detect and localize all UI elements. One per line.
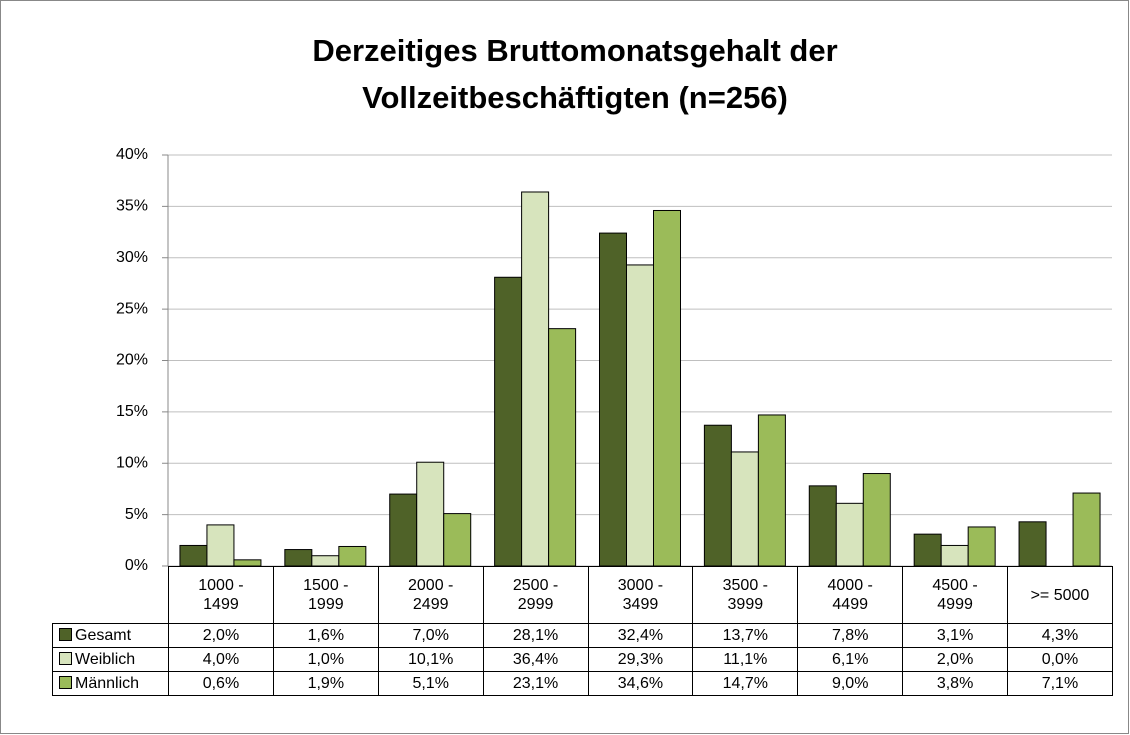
bar	[757, 414, 786, 567]
value-label: 2,0%	[902, 647, 1008, 672]
x-tick-label: 2500 - 2999	[482, 566, 589, 624]
y-tick-label: 25%	[116, 300, 148, 317]
header-row: 1000 - 1499 1500 - 1999 2000 - 2499 2500 - …	[53, 566, 1113, 624]
y-tick-label: 15%	[116, 403, 148, 420]
value-label: 23,1%	[482, 671, 589, 696]
bar	[835, 502, 864, 567]
legend-swatch	[59, 675, 72, 689]
y-tick-label: 35%	[116, 198, 148, 215]
y-tick-label: 20%	[116, 352, 148, 369]
value-label: 0,6%	[168, 671, 274, 696]
value-label: 11,1%	[692, 647, 799, 672]
bar	[1072, 492, 1101, 567]
y-tick-label: 0%	[125, 557, 148, 574]
bar	[389, 493, 418, 567]
value-label: 9,0%	[797, 671, 904, 696]
value-label: 4,0%	[168, 647, 274, 672]
x-tick-label: 4500 - 4999	[902, 566, 1008, 624]
bar	[967, 526, 996, 567]
x-tick-label: 3000 - 3499	[587, 566, 694, 624]
x-tick-label: >= 5000	[1007, 566, 1113, 624]
table-row: Weiblich 4,0% 1,0% 10,1% 36,4% 29,3% 11,1% 6,1%…	[52, 647, 1113, 672]
table-row: Gesamt 2,0% 1,6% 7,0% 28,1% 32,4% 13,7% 7,8% 3,1…	[52, 623, 1113, 648]
bar	[443, 513, 472, 567]
value-label: 1,9%	[272, 671, 379, 696]
value-label: 6,1%	[797, 647, 904, 672]
bar	[206, 524, 235, 567]
x-tick-label: 1500 - 1999	[272, 566, 379, 624]
value-label: 5,1%	[377, 671, 484, 696]
legend-entry: Männlich	[52, 671, 169, 696]
value-label: 28,1%	[482, 623, 589, 648]
y-tick-label: 10%	[116, 454, 148, 471]
legend-label: Männlich	[75, 674, 140, 692]
x-tick-label: 1000 - 1499	[168, 566, 274, 624]
bar	[416, 461, 445, 567]
bar	[703, 424, 732, 567]
y-tick-label: 30%	[116, 249, 148, 266]
table-row: Männlich 0,6% 1,9% 5,1% 23,1% 34,6% 14,7% 9,0% 3…	[52, 671, 1113, 696]
y-tick-label: 40%	[116, 146, 148, 163]
value-label: 3,1%	[902, 623, 1008, 648]
legend-label: Weiblich	[75, 650, 136, 668]
x-tick-label: 3500 - 3999	[692, 566, 799, 624]
value-label: 7,0%	[377, 623, 484, 648]
x-tick-label: 4000 - 4499	[797, 566, 904, 624]
bar	[179, 544, 208, 567]
value-label: 14,7%	[692, 671, 799, 696]
value-label: 7,1%	[1007, 671, 1113, 696]
value-label: 1,0%	[272, 647, 379, 672]
value-label: 0,0%	[1007, 647, 1113, 672]
value-label: 2,0%	[168, 623, 274, 648]
bar	[626, 264, 654, 567]
legend-entry: Gesamt	[52, 623, 169, 648]
bar	[599, 232, 627, 567]
bar	[862, 473, 891, 567]
value-label: 34,6%	[587, 671, 694, 696]
legend-label: Gesamt	[75, 626, 132, 644]
value-label: 13,7%	[692, 623, 799, 648]
bar	[284, 549, 313, 567]
blank-cell	[53, 567, 169, 624]
value-label: 29,3%	[587, 647, 694, 672]
bar	[1018, 521, 1047, 567]
value-label: 32,4%	[587, 623, 694, 648]
bar	[494, 276, 523, 567]
legend-entry: Weiblich	[52, 647, 169, 672]
bar	[338, 545, 367, 567]
value-label: 36,4%	[482, 647, 589, 672]
bar	[913, 533, 942, 567]
bar	[730, 451, 759, 567]
value-label: 1,6%	[272, 623, 379, 648]
value-label: 4,3%	[1007, 623, 1113, 648]
bar	[940, 544, 969, 567]
chart-title: Vollzeitbeschäftigten (n=256)	[362, 80, 788, 115]
legend-swatch	[59, 651, 72, 665]
bar	[311, 555, 340, 567]
bar	[521, 191, 550, 567]
bar	[653, 209, 681, 567]
value-label: 3,8%	[902, 671, 1008, 696]
x-tick-label: 2000 - 2499	[377, 566, 484, 624]
bar	[808, 485, 837, 567]
chart-title: Derzeitiges Bruttomonatsgehalt der	[312, 33, 837, 68]
value-label: 10,1%	[377, 647, 484, 672]
data-table: 1000 - 1499 1500 - 1999 2000 - 2499 2500 - …	[52, 566, 1113, 696]
bar	[548, 328, 577, 567]
legend-swatch	[59, 627, 72, 641]
value-label: 7,8%	[797, 623, 904, 648]
y-tick-label: 5%	[125, 506, 148, 523]
